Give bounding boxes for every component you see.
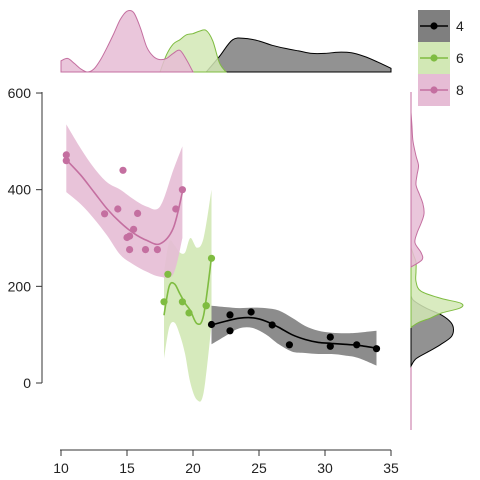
top-density-4	[205, 37, 392, 73]
point-8-12	[172, 205, 180, 213]
right-density-8	[410, 112, 425, 268]
x-tick-label: 25	[251, 460, 267, 476]
legend-label: 8	[456, 82, 464, 98]
legend-point	[430, 86, 438, 94]
fit-line-8	[65, 159, 184, 246]
point-4-0	[207, 320, 216, 329]
right-density-panel	[410, 92, 464, 430]
x-tick-label: 30	[317, 460, 333, 476]
point-8-3	[114, 205, 122, 213]
data-points	[62, 151, 381, 353]
point-8-6	[126, 246, 134, 254]
point-8-4	[119, 166, 127, 174]
x-tick-label: 10	[53, 460, 69, 476]
legend-point	[430, 54, 438, 62]
point-4-4	[268, 321, 276, 329]
point-8-8	[130, 225, 138, 233]
point-4-3	[247, 308, 255, 316]
legend: 4 6 8	[418, 10, 464, 106]
y-tick-label: 200	[8, 278, 32, 294]
legend-item-6: 6	[418, 42, 464, 74]
point-6-6	[202, 302, 210, 310]
x-tick-label: 15	[119, 460, 135, 476]
x-tick-label: 20	[185, 460, 201, 476]
confidence-bands	[66, 124, 377, 402]
y-tick-label: 600	[8, 85, 32, 101]
confidence-band-8	[66, 124, 183, 279]
point-4-1	[226, 327, 234, 335]
y-ticks: 0 200 400 600	[8, 85, 42, 391]
y-tick-label: 0	[23, 375, 31, 391]
point-6-1	[164, 270, 172, 278]
legend-item-4: 4	[418, 10, 464, 42]
point-4-9	[372, 345, 381, 353]
point-4-5	[285, 341, 293, 349]
point-6-0	[160, 298, 168, 306]
fit-line-4	[211, 316, 377, 349]
axes	[41, 92, 391, 451]
point-6-2	[178, 298, 186, 306]
legend-label: 4	[456, 18, 464, 34]
point-8-11	[153, 246, 161, 254]
point-8-1	[62, 157, 70, 165]
point-8-9	[134, 209, 142, 217]
point-4-2	[226, 311, 234, 319]
point-6-5	[207, 254, 216, 262]
legend-item-8: 8	[418, 74, 464, 106]
point-4-6	[326, 333, 334, 341]
point-8-2	[101, 210, 109, 218]
point-4-7	[326, 342, 334, 350]
legend-label: 6	[456, 50, 464, 66]
point-8-10	[141, 246, 150, 254]
x-ticks: 10 15 20 25 30 35	[53, 450, 399, 476]
y-tick-label: 400	[8, 182, 32, 198]
point-4-8	[353, 341, 361, 349]
point-8-13	[178, 186, 186, 194]
top-density-panel	[60, 9, 392, 73]
point-6-3	[185, 309, 193, 317]
x-tick-label: 35	[383, 460, 399, 476]
confidence-band-6	[164, 189, 212, 402]
point-8-0	[62, 151, 70, 159]
point-8-7	[126, 232, 134, 240]
legend-point	[430, 22, 438, 30]
top-density-8	[60, 9, 194, 73]
